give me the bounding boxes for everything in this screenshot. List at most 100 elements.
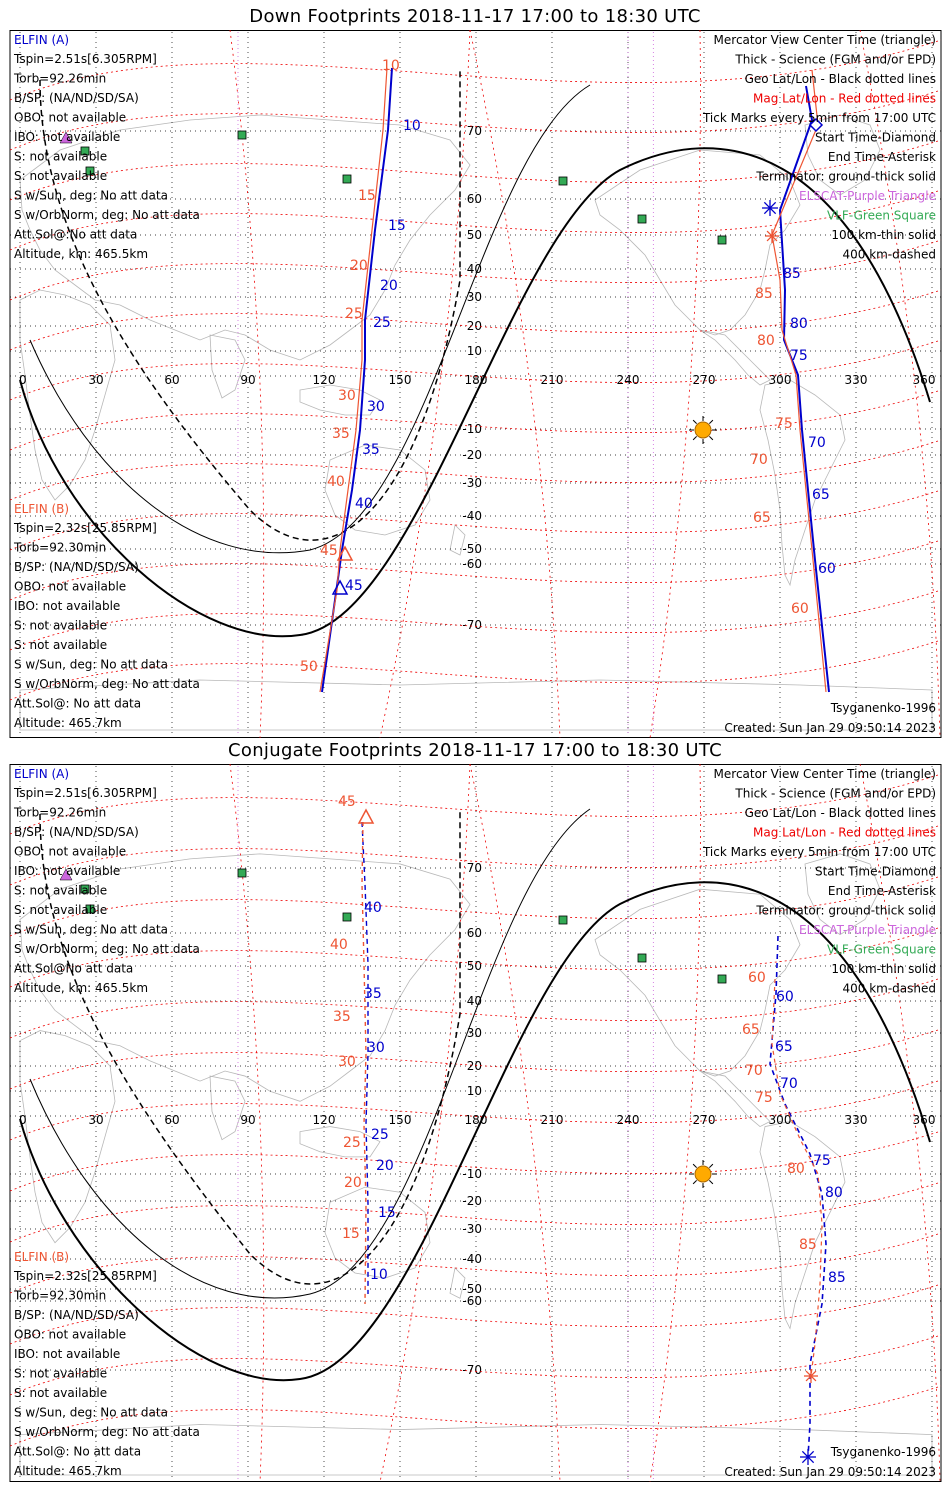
track-b-time-label: 30 bbox=[338, 1054, 356, 1070]
vlf-station-marker bbox=[558, 176, 568, 186]
mag-lat-line bbox=[9, 289, 942, 351]
elfin-a-name: ELFIN (A) bbox=[14, 33, 69, 47]
mag-lat-line bbox=[9, 639, 942, 701]
mag-lon-line bbox=[469, 764, 561, 1482]
elfin-b-info-line: S: not available bbox=[14, 1386, 107, 1400]
lat-tick-label: -40 bbox=[462, 509, 482, 523]
vlf-station-marker bbox=[237, 130, 247, 140]
legend-line: Mercator View Center Time (triangle) bbox=[714, 767, 936, 781]
track-b-time-label: 75 bbox=[775, 416, 793, 432]
elfin-a-info-line: S: not available bbox=[14, 169, 107, 183]
continent-outline bbox=[324, 1186, 431, 1279]
end-time-asterisk bbox=[762, 200, 778, 216]
lon-tick-label: 210 bbox=[541, 1113, 564, 1127]
legend-line: Geo Lat/Lon - Black dotted lines bbox=[745, 72, 936, 86]
mag-lon-line bbox=[859, 30, 941, 738]
vlf-station-marker bbox=[237, 868, 247, 878]
track-a-time-label: 35 bbox=[364, 986, 382, 1002]
lat-tick-label: -50 bbox=[462, 542, 482, 556]
elfin-a-info-line: S w/OrbNorm, deg: No att data bbox=[14, 942, 200, 956]
elfin-b-name: ELFIN (B) bbox=[14, 502, 69, 516]
sun-ray bbox=[709, 436, 714, 441]
lat-tick-label: 60 bbox=[467, 926, 482, 940]
elfin-b-info-line: IBO: not available bbox=[14, 599, 120, 613]
mag-lat-line bbox=[9, 1232, 942, 1294]
mag-lat-line bbox=[9, 824, 942, 886]
elfin-a-info-line: Att.Sol@No att data bbox=[14, 962, 133, 976]
vlf-station-marker bbox=[85, 904, 95, 914]
continent-outline bbox=[19, 679, 933, 731]
map-frame bbox=[9, 30, 942, 738]
continent-outline bbox=[19, 853, 471, 1102]
track-a-time-label: 70 bbox=[808, 435, 826, 451]
legend-line: Start Time-Diamond bbox=[815, 865, 936, 879]
lon-tick-label: 0 bbox=[19, 1113, 27, 1127]
lat-tick-label: -60 bbox=[462, 557, 482, 571]
track-a-time-label: 20 bbox=[376, 1158, 394, 1174]
lat-tick-label: -40 bbox=[462, 1252, 482, 1266]
elfin-b-info-line: Att.Sol@: No att data bbox=[14, 1445, 141, 1459]
mag-lon-line bbox=[379, 764, 471, 1482]
mag-lat-line bbox=[9, 39, 942, 101]
elfin-b-info-line: S w/OrbNorm, deg: No att data bbox=[14, 1425, 200, 1439]
legend-line: Geo Lat/Lon - Black dotted lines bbox=[745, 806, 936, 820]
track-b-time-label: 75 bbox=[755, 1090, 773, 1106]
elfin-a-info-line: Torb=92.26min bbox=[13, 806, 106, 820]
track-a-time-label: 40 bbox=[355, 496, 373, 512]
vlf-station-marker bbox=[558, 915, 568, 925]
track-a-time-label: 30 bbox=[367, 399, 385, 415]
elfin-b-track-americas bbox=[771, 978, 823, 1377]
continent-outline bbox=[804, 853, 881, 936]
lat-tick-label: 20 bbox=[467, 1059, 482, 1073]
lat-tick-label: -70 bbox=[462, 618, 482, 632]
elfin-a-track-americas bbox=[769, 935, 827, 1458]
vlf-station-marker bbox=[80, 146, 90, 156]
mag-lat-line bbox=[9, 1079, 942, 1141]
track-b-time-label: 60 bbox=[748, 970, 766, 986]
track-a-time-label: 65 bbox=[812, 487, 830, 503]
elfin-b-info-line: Tspin=2.32s[25.85RPM] bbox=[13, 521, 157, 535]
legend-line: Thick - Science (FGM and/or EPD) bbox=[734, 53, 936, 67]
lon-tick-label: 330 bbox=[845, 373, 868, 387]
continent-outline bbox=[759, 1121, 846, 1330]
continent-outline bbox=[299, 384, 381, 416]
lon-tick-label: 270 bbox=[693, 1113, 716, 1127]
legend-line: Mercator View Center Time (triangle) bbox=[714, 33, 936, 47]
elfin-b-info-line: B/SP: (NA/ND/SD/SA) bbox=[14, 1308, 139, 1322]
continent-outline bbox=[299, 1126, 381, 1158]
terminator-ground bbox=[19, 881, 931, 1382]
track-a-time-label: 35 bbox=[362, 442, 380, 458]
lon-tick-label: 30 bbox=[88, 1113, 103, 1127]
lat-tick-label: -10 bbox=[462, 422, 482, 436]
legend-line: Mag Lat/Lon - Red dotted lines bbox=[753, 92, 936, 106]
mag-lat-line bbox=[9, 89, 942, 151]
legend-line: 100 km-thin solid bbox=[831, 228, 936, 242]
lon-tick-label: 150 bbox=[389, 1113, 412, 1127]
legend-line: Thick - Science (FGM and/or EPD) bbox=[734, 787, 936, 801]
track-b-time-label: 35 bbox=[333, 1009, 351, 1025]
elfin-b-info-line: S: not available bbox=[14, 619, 107, 633]
lat-tick-label: 40 bbox=[467, 262, 482, 276]
mag-lat-line bbox=[9, 773, 942, 835]
asterisk-stroke bbox=[766, 230, 778, 242]
track-a-time-label: 85 bbox=[828, 1270, 846, 1286]
elfin-b-info-line: OBO: not available bbox=[14, 580, 126, 594]
vlf-station-marker bbox=[717, 974, 727, 984]
mag-lat-line bbox=[9, 339, 942, 401]
track-b-time-label: 40 bbox=[327, 474, 345, 490]
track-b-time-label: 15 bbox=[358, 188, 376, 204]
track-a-time-label: 65 bbox=[775, 1039, 793, 1055]
lon-tick-label: 120 bbox=[313, 1113, 336, 1127]
track-b-time-label: 20 bbox=[350, 258, 368, 274]
elfin-a-info-line: B/SP: (NA/ND/SD/SA) bbox=[14, 825, 139, 839]
elfin-a-info-line: OBO: not available bbox=[14, 845, 126, 859]
terminator-400km bbox=[39, 809, 461, 1285]
legend-line: Tick Marks every 5min from 17:00 UTC bbox=[702, 111, 936, 125]
track-b-time-label: 30 bbox=[338, 388, 356, 404]
mag-lat-line bbox=[9, 239, 942, 301]
elfin-b-info-line: S: not available bbox=[14, 1367, 107, 1381]
asterisk-stroke bbox=[805, 1370, 817, 1382]
sun-ray bbox=[692, 436, 697, 441]
elfin-b-info-line: Altitude: 465.7km bbox=[14, 1464, 122, 1478]
elfin-a-info-line: S: not available bbox=[14, 884, 107, 898]
